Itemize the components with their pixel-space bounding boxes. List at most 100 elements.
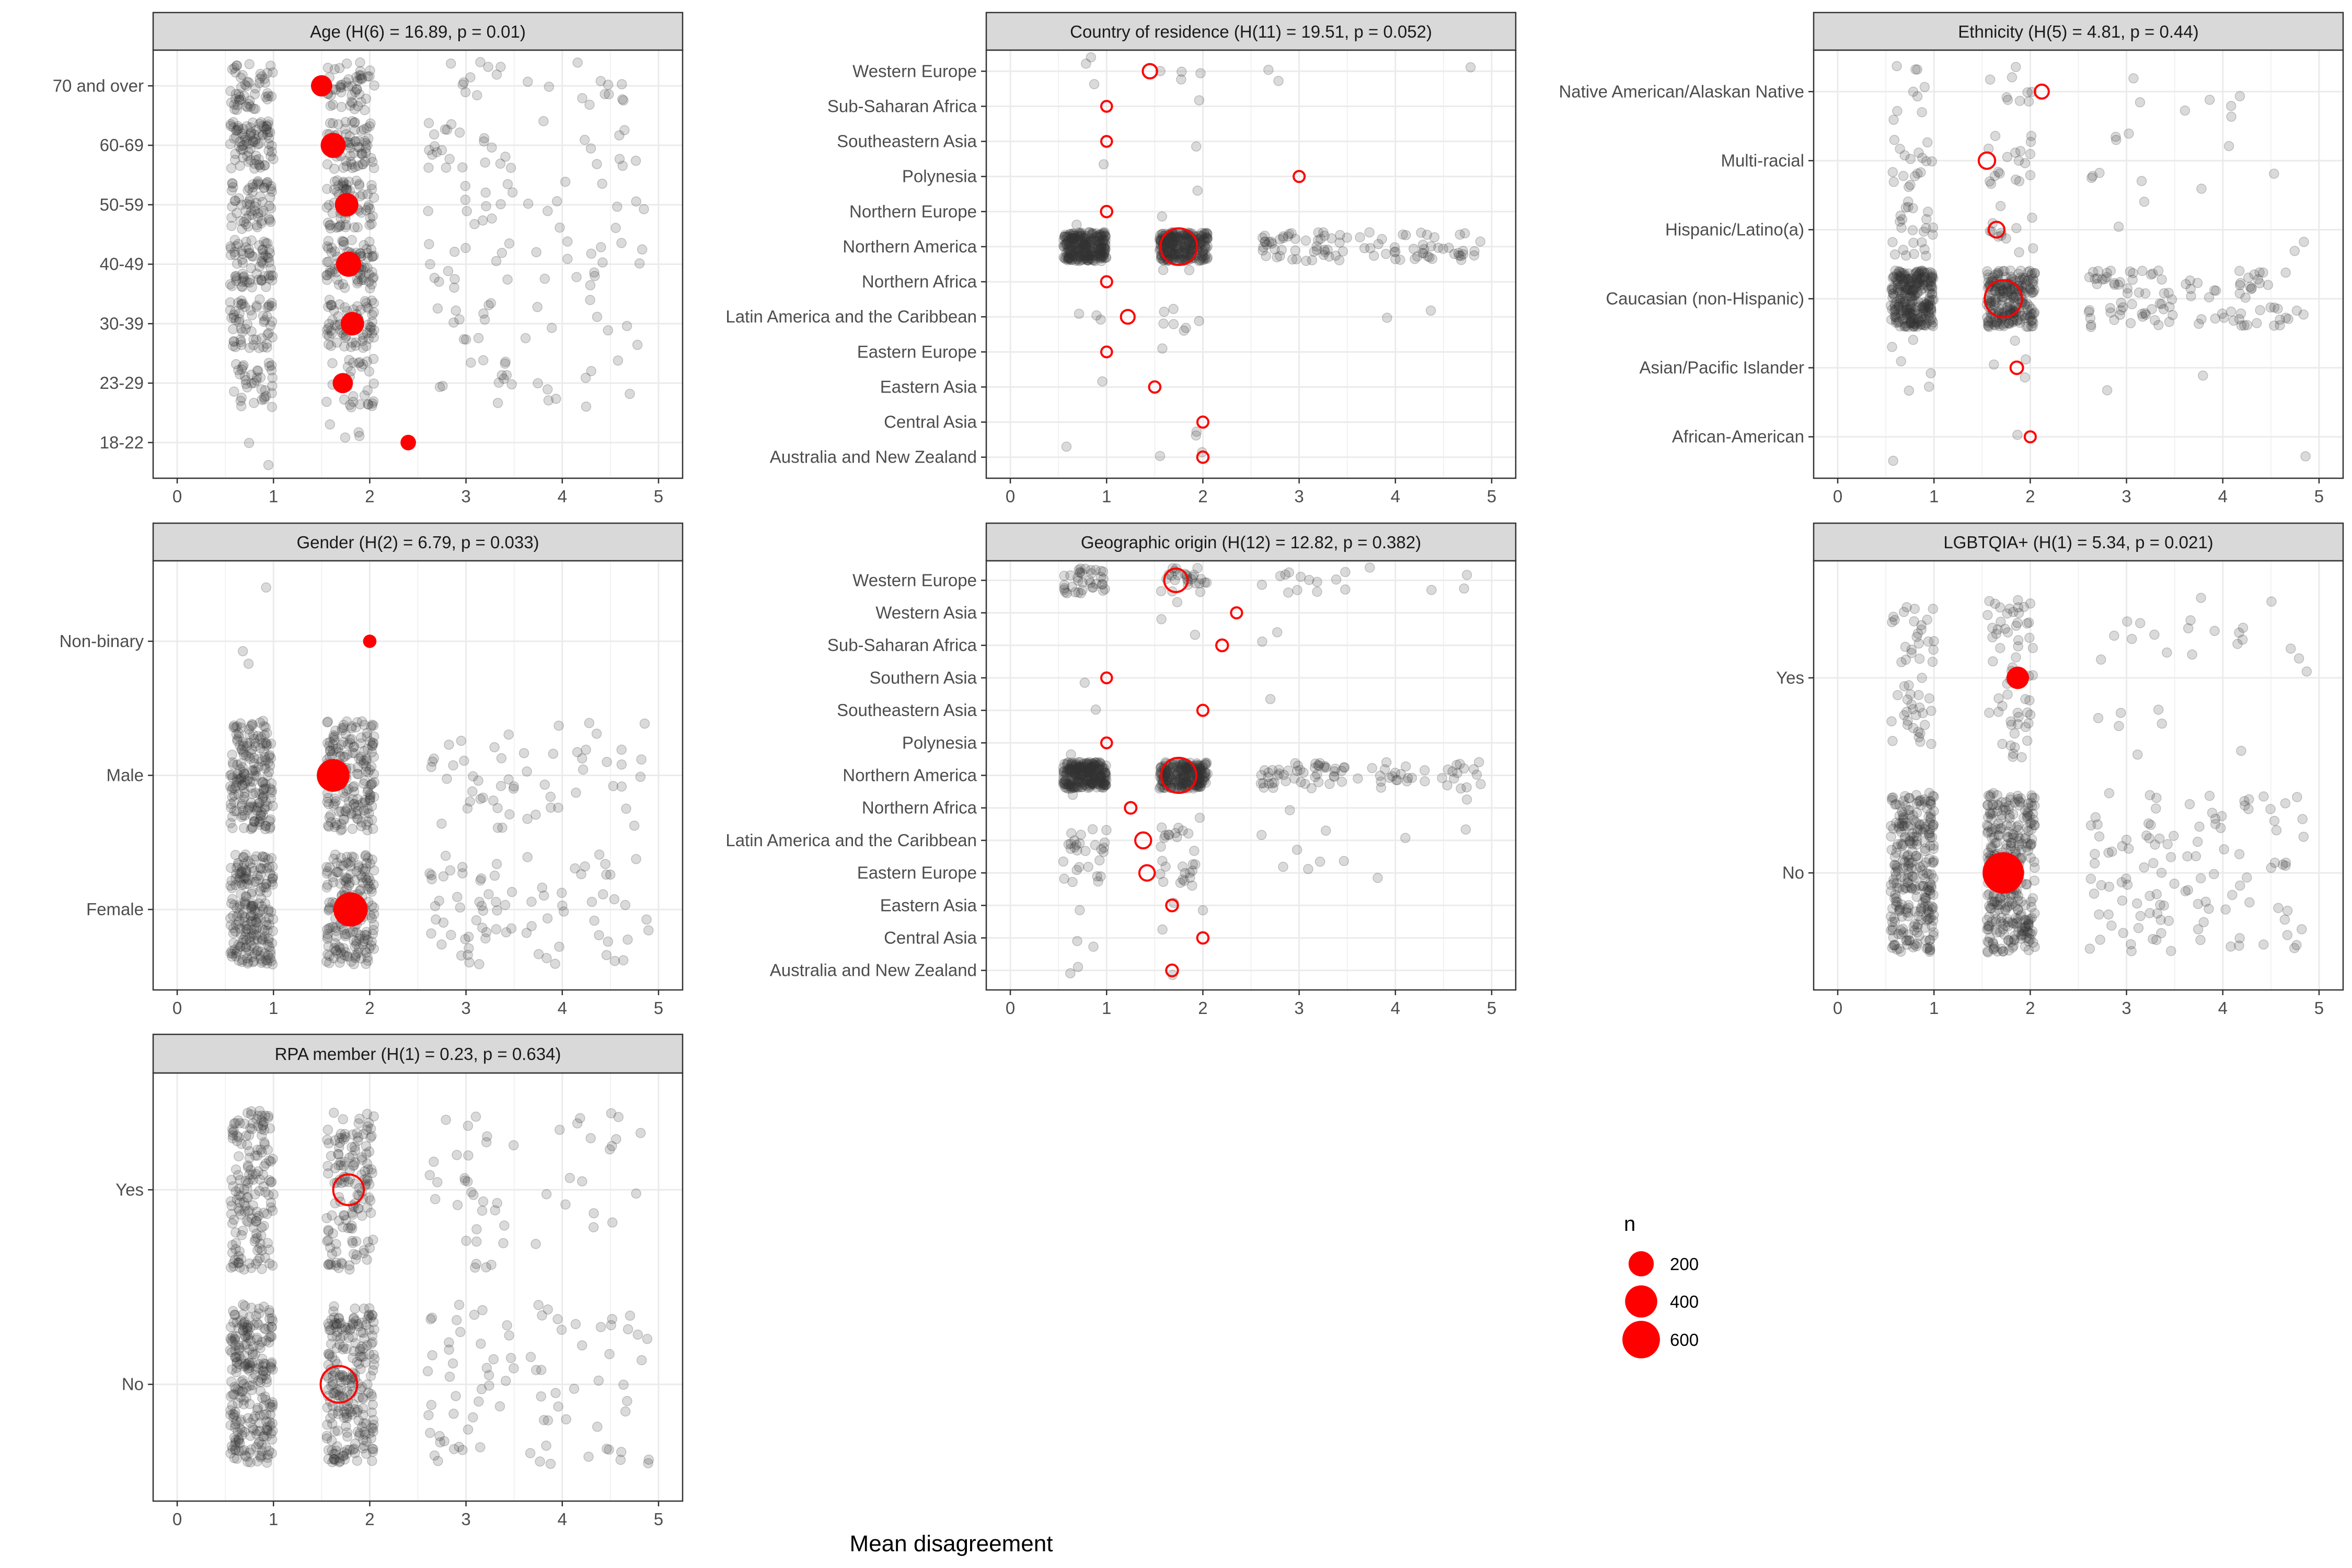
jitter-point xyxy=(354,89,365,100)
jitter-point xyxy=(229,155,240,165)
jitter-point xyxy=(431,147,442,157)
jitter-point xyxy=(242,76,253,87)
panel-title: Ethnicity (H(5) = 4.81, p = 0.44) xyxy=(1958,22,2198,41)
panel-1: Country of residence (H(11) = 19.51, p =… xyxy=(725,11,1517,506)
jitter-point xyxy=(234,91,245,102)
jitter-point xyxy=(542,384,553,395)
jitter-point xyxy=(1335,229,1345,240)
x-tick-label: 3 xyxy=(1294,998,1304,1018)
jitter-point xyxy=(2127,299,2137,309)
jitter-point xyxy=(365,213,375,223)
jitter-point xyxy=(363,319,373,330)
jitter-point xyxy=(360,296,371,306)
jitter-point xyxy=(338,240,349,250)
jitter-point xyxy=(571,787,581,798)
jitter-point xyxy=(230,148,240,159)
jitter-point xyxy=(228,122,239,133)
jitter-point xyxy=(1917,153,1928,163)
jitter-point xyxy=(586,366,596,376)
jitter-point xyxy=(246,263,257,273)
jitter-point xyxy=(2025,170,2036,181)
x-tick-label: 3 xyxy=(461,487,470,506)
jitter-point xyxy=(500,152,511,162)
jitter-point xyxy=(321,868,332,879)
jitter-point xyxy=(1365,562,1375,573)
jitter-point xyxy=(1908,237,1919,248)
jitter-point xyxy=(337,79,347,90)
jitter-point xyxy=(616,238,627,248)
jitter-point xyxy=(366,721,376,732)
jitter-point xyxy=(238,907,249,918)
jitter-point xyxy=(1908,942,1919,953)
jitter-point xyxy=(2010,174,2021,185)
jitter-point xyxy=(1395,255,1405,265)
jitter-point xyxy=(2144,833,2154,844)
jitter-point xyxy=(341,77,351,88)
jitter-point xyxy=(523,199,534,209)
jitter-point xyxy=(631,196,641,207)
jitter-point xyxy=(230,342,241,352)
jitter-point xyxy=(429,141,440,152)
jitter-point xyxy=(495,199,506,210)
jitter-point xyxy=(1176,74,1186,85)
jitter-point xyxy=(497,248,508,258)
jitter-point xyxy=(539,273,550,284)
jitter-point xyxy=(247,952,258,962)
jitter-point xyxy=(639,718,650,729)
jitter-point xyxy=(2301,666,2312,677)
jitter-point xyxy=(366,814,377,825)
jitter-point xyxy=(2280,267,2291,278)
jitter-point xyxy=(594,930,604,941)
jitter-point xyxy=(1924,296,1935,307)
jitter-point xyxy=(434,382,445,393)
jitter-point xyxy=(1339,762,1350,773)
jitter-point xyxy=(2143,818,2154,829)
jitter-point xyxy=(2194,821,2205,832)
jitter-point xyxy=(252,365,263,376)
jitter-point xyxy=(603,79,614,90)
y-tick-label: Female xyxy=(86,900,144,919)
jitter-point xyxy=(1387,771,1398,781)
jitter-point xyxy=(1256,829,1267,840)
jitter-point xyxy=(249,935,260,946)
jitter-point xyxy=(266,91,277,102)
jitter-point xyxy=(368,731,379,742)
jitter-point xyxy=(2165,946,2176,956)
jitter-point xyxy=(479,136,489,147)
jitter-point xyxy=(260,385,271,396)
jitter-point xyxy=(2094,909,2104,920)
mean-point xyxy=(335,193,359,217)
jitter-point xyxy=(532,302,543,313)
jitter-point xyxy=(1904,855,1915,866)
jitter-point xyxy=(1922,614,1932,625)
jitter-point xyxy=(2282,905,2293,916)
x-tick-label: 0 xyxy=(172,487,182,506)
jitter-point xyxy=(501,927,512,938)
jitter-point xyxy=(522,852,533,862)
jitter-point xyxy=(1353,773,1363,784)
jitter-point xyxy=(2246,283,2257,294)
jitter-point xyxy=(356,97,366,108)
jitter-point xyxy=(2165,852,2176,862)
jitter-point xyxy=(246,128,257,139)
jitter-point xyxy=(242,738,252,748)
jitter-point xyxy=(1376,782,1387,793)
jitter-point xyxy=(1896,356,1907,367)
jitter-point xyxy=(356,73,367,83)
y-tick-label: Native American/Alaskan Native xyxy=(1559,82,1804,101)
jitter-point xyxy=(2153,320,2164,330)
jitter-point xyxy=(249,758,259,768)
jitter-point xyxy=(259,160,270,170)
jitter-point xyxy=(643,925,654,936)
jitter-point xyxy=(2135,618,2146,629)
jitter-point xyxy=(233,238,244,249)
jitter-point xyxy=(1465,62,1476,73)
jitter-point xyxy=(250,83,261,94)
y-tick-label: Sub-Saharan Africa xyxy=(827,636,977,655)
jitter-point xyxy=(2117,841,2128,851)
jitter-point xyxy=(364,71,375,82)
jitter-point xyxy=(2127,633,2137,644)
jitter-point xyxy=(1400,833,1411,843)
jitter-point xyxy=(636,754,647,765)
jitter-point xyxy=(227,64,238,75)
